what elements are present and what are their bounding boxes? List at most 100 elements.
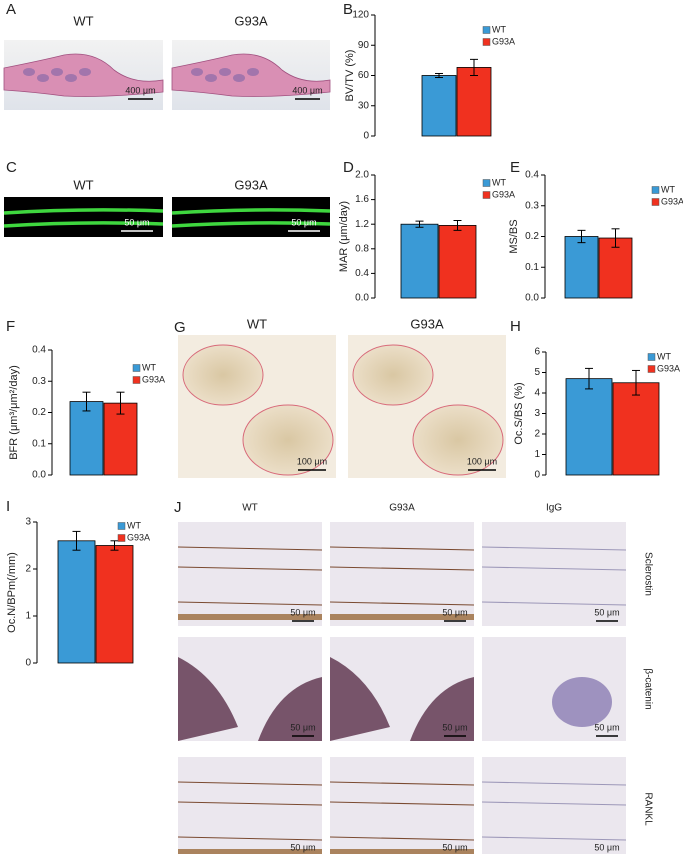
error-bar <box>435 72 443 79</box>
marrow <box>51 68 63 76</box>
y-axis-label: Oc.S/BS (%) <box>513 382 525 444</box>
image-label: G93A <box>410 316 444 331</box>
panel-letter: C <box>6 159 17 176</box>
y-tick-label: 0.0 <box>355 293 369 304</box>
lamella <box>177 601 323 606</box>
legend-label: WT <box>492 24 506 34</box>
image-label: WT <box>247 316 267 331</box>
marrow <box>247 68 259 76</box>
panel-letter: F <box>6 318 15 335</box>
error-bar <box>470 58 478 76</box>
trabecula <box>182 344 264 406</box>
y-tick-label: 0 <box>25 658 31 669</box>
bar <box>103 402 138 476</box>
lamella <box>481 566 627 571</box>
scale-bar-label: 50 μm <box>290 842 315 852</box>
panel-letter: J <box>174 499 182 516</box>
scale-bar-label: 400 μm <box>292 85 322 95</box>
bar <box>57 540 96 664</box>
lamella <box>481 836 627 841</box>
scale-bar-label: 50 μm <box>594 842 619 852</box>
y-tick-label: 0.8 <box>355 243 369 254</box>
y-tick-label: 2 <box>534 429 540 440</box>
bar <box>69 401 104 476</box>
scale-bar-label: 100 μm <box>467 456 497 466</box>
marrow <box>178 657 238 741</box>
error-bar <box>585 367 593 390</box>
stain <box>178 614 322 620</box>
marrow <box>330 657 390 741</box>
scale-bar-label: 50 μm <box>594 607 619 617</box>
legend-label: G93A <box>492 36 515 46</box>
y-tick-label: 3 <box>534 408 540 419</box>
legend-label: G93A <box>657 363 680 373</box>
marrow <box>79 68 91 76</box>
image-label: G93A <box>234 13 268 28</box>
micrograph <box>482 522 626 626</box>
stain <box>330 849 474 854</box>
marrow <box>233 74 245 82</box>
y-tick-label: 0.0 <box>32 470 46 481</box>
lamella <box>329 601 475 606</box>
legend-swatch <box>482 38 491 46</box>
marrow <box>191 68 203 76</box>
y-tick-label: 2 <box>25 564 31 575</box>
image-label: WT <box>73 13 93 28</box>
legend-swatch <box>132 364 141 372</box>
image-label: G93A <box>234 177 268 192</box>
y-tick-label: 1 <box>534 449 540 460</box>
y-tick-label: 1 <box>25 611 31 622</box>
bar <box>456 67 492 137</box>
error-bar <box>453 220 462 231</box>
panel-letter: I <box>6 498 10 515</box>
micrograph <box>178 522 322 626</box>
legend-label: G93A <box>142 374 165 384</box>
label-band <box>3 208 164 215</box>
y-tick-label: 90 <box>358 40 370 51</box>
legend-label: WT <box>127 520 141 530</box>
row-label: RANKL <box>642 792 653 826</box>
panel-letter: A <box>6 1 16 18</box>
error-bar <box>577 229 586 244</box>
bar <box>598 237 633 299</box>
row-label: β-catenin <box>642 668 653 709</box>
bar <box>421 75 457 137</box>
legend-label: WT <box>492 177 506 187</box>
scale-bar-label: 50 μm <box>442 607 467 617</box>
scale-bar-label: 50 μm <box>291 217 316 227</box>
label-band <box>3 221 164 228</box>
scale-bar-label: 50 μm <box>442 722 467 732</box>
error-bar <box>415 220 424 228</box>
lamella <box>481 601 627 606</box>
y-tick-label: 0.2 <box>32 407 46 418</box>
y-tick-label: 0.0 <box>525 293 539 304</box>
legend-swatch <box>651 186 660 194</box>
marrow <box>23 68 35 76</box>
lamella <box>329 566 475 571</box>
legend-label: WT <box>657 351 671 361</box>
lamella <box>177 801 323 806</box>
panel-letter: D <box>343 159 354 176</box>
error-bar <box>116 391 125 415</box>
y-tick-label: 5 <box>534 367 540 378</box>
error-bar <box>82 391 91 412</box>
scale-bar-label: 100 μm <box>297 456 327 466</box>
marrow <box>410 677 474 741</box>
image-label: WT <box>73 177 93 192</box>
panel-letter: B <box>343 1 353 18</box>
legend-swatch <box>647 365 656 373</box>
legend-swatch <box>132 376 141 384</box>
y-axis-label: BFR (μm³/μm²/day) <box>8 365 20 460</box>
y-tick-label: 0.4 <box>525 170 539 181</box>
lamella <box>177 781 323 786</box>
legend-swatch <box>117 534 126 542</box>
scale-bar-label: 50 μm <box>442 842 467 852</box>
y-tick-label: 0.3 <box>525 200 539 211</box>
legend-label: WT <box>661 184 675 194</box>
scale-bar-label: 50 μm <box>290 722 315 732</box>
marrow <box>65 74 77 82</box>
bar <box>400 223 439 299</box>
y-tick-label: 0 <box>363 131 369 142</box>
legend-swatch <box>482 179 491 187</box>
